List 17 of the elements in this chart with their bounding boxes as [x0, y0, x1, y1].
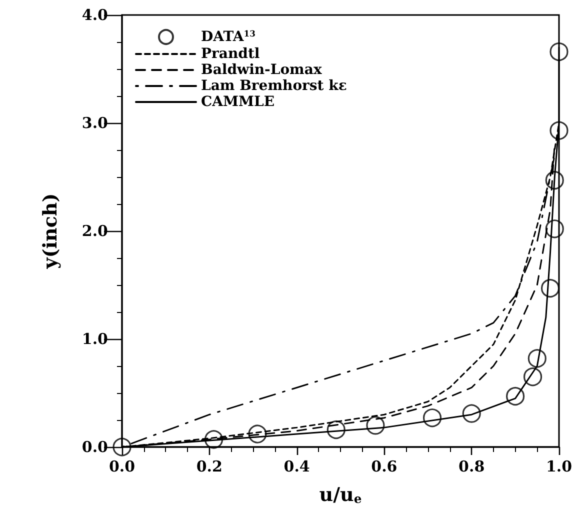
legend-label: Lam Bremhorst kε — [201, 78, 347, 94]
x-tick-label: 0.6 — [371, 458, 398, 476]
y-tick-label: 2.0 — [82, 222, 108, 240]
x-tick-label: 0.0 — [108, 458, 136, 476]
y-tick-label: 3.0 — [82, 114, 108, 132]
x-axis-title: u/ue — [319, 484, 362, 506]
x-tick-label: 0.4 — [284, 458, 310, 476]
y-axis-title: y(inch) — [40, 193, 62, 270]
y-tick-label: 4.0 — [82, 6, 108, 24]
x-tick-label: 0.8 — [458, 458, 485, 476]
legend-label: Baldwin-Lomax — [201, 62, 322, 78]
x-tick-label: 1.0 — [546, 458, 572, 476]
legend-label: CAMMLE — [201, 94, 275, 110]
y-tick-label: 0.0 — [82, 438, 108, 456]
x-tick-label: 0.2 — [196, 458, 222, 476]
legend-label: Prandtl — [201, 46, 260, 62]
y-tick-label: 1.0 — [82, 330, 108, 348]
